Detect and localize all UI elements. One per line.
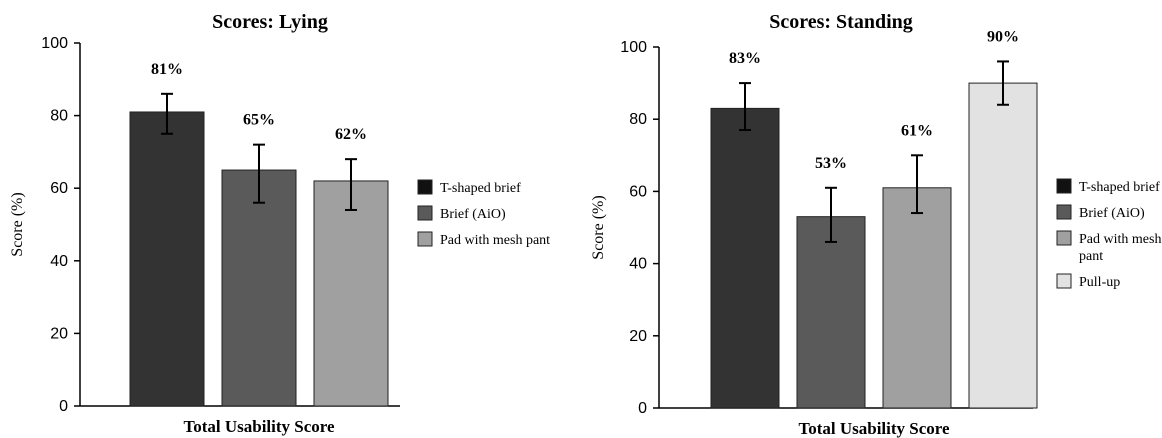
legend-label: Pad with mesh pant: [440, 233, 550, 248]
bar: [221, 169, 297, 407]
data-label: 90%: [987, 28, 1019, 45]
legend-swatch: [417, 179, 433, 195]
bar: [882, 187, 952, 409]
chart-title: Scores: Lying: [212, 11, 328, 33]
legend-swatch: [1056, 230, 1072, 246]
y-tick-label: 20: [629, 328, 647, 345]
legend-label-line: Pull-up: [1079, 275, 1120, 290]
legend-label-line: Brief (AiO): [440, 207, 506, 222]
legend-swatch: [417, 205, 433, 221]
legend-swatch: [1056, 178, 1072, 194]
y-axis-label: Score (%): [9, 192, 26, 256]
chart-title: Scores: Standing: [769, 11, 913, 33]
data-label: 83%: [729, 50, 761, 67]
y-tick-label: 80: [629, 111, 647, 128]
y-tick-label: 60: [50, 180, 68, 197]
legend-label-line: Brief (AiO): [1079, 206, 1145, 221]
legend-label-line: pant: [1079, 249, 1103, 264]
legend-label-line: Pad with mesh pant: [440, 233, 550, 248]
y-tick-label: 20: [50, 325, 68, 342]
bar: [129, 111, 205, 407]
data-label: 61%: [901, 122, 933, 139]
legend-swatch: [1056, 204, 1072, 220]
chart-standing: Scores: Standing 0 20 40 60 80 100 Score (%) Tot…: [590, 11, 1161, 438]
legend-label: Pad with mesh pant: [1079, 232, 1161, 264]
legend-swatch: [417, 231, 433, 247]
legend-label: T-shaped brief: [440, 181, 521, 196]
legend-label: Brief (AiO): [1079, 206, 1145, 221]
data-label: 53%: [815, 155, 847, 172]
y-tick-label: 100: [41, 35, 68, 52]
data-label: 62%: [335, 126, 367, 143]
legend-label-line: T-shaped brief: [1079, 180, 1160, 195]
bar: [796, 216, 866, 409]
legend-label: Pull-up: [1079, 275, 1120, 290]
data-label: 81%: [151, 61, 183, 78]
y-tick-label: 40: [50, 253, 68, 270]
data-label: 65%: [243, 112, 275, 129]
y-tick-label: 0: [638, 400, 647, 417]
y-tick-label: 60: [629, 183, 647, 200]
x-axis-label: Total Usability Score: [183, 417, 335, 436]
y-axis-label: Score (%): [590, 195, 607, 259]
legend-label-line: T-shaped brief: [440, 181, 521, 196]
bar: [313, 180, 389, 407]
y-tick-label: 40: [629, 256, 647, 273]
legend-label: Brief (AiO): [440, 207, 506, 222]
x-axis-label: Total Usability Score: [798, 419, 950, 438]
y-tick-label: 0: [59, 398, 68, 415]
legend-label-line: Pad with mesh: [1079, 232, 1161, 247]
legend-swatch: [1056, 273, 1072, 289]
bar: [968, 82, 1038, 409]
legend-label: T-shaped brief: [1079, 180, 1160, 195]
y-tick-label: 80: [50, 108, 68, 125]
bar: [710, 107, 780, 409]
y-tick-label: 100: [620, 39, 647, 56]
chart-lying: Scores: Lying 0 20 40 60 80 100 Score (%) Total …: [9, 11, 550, 436]
